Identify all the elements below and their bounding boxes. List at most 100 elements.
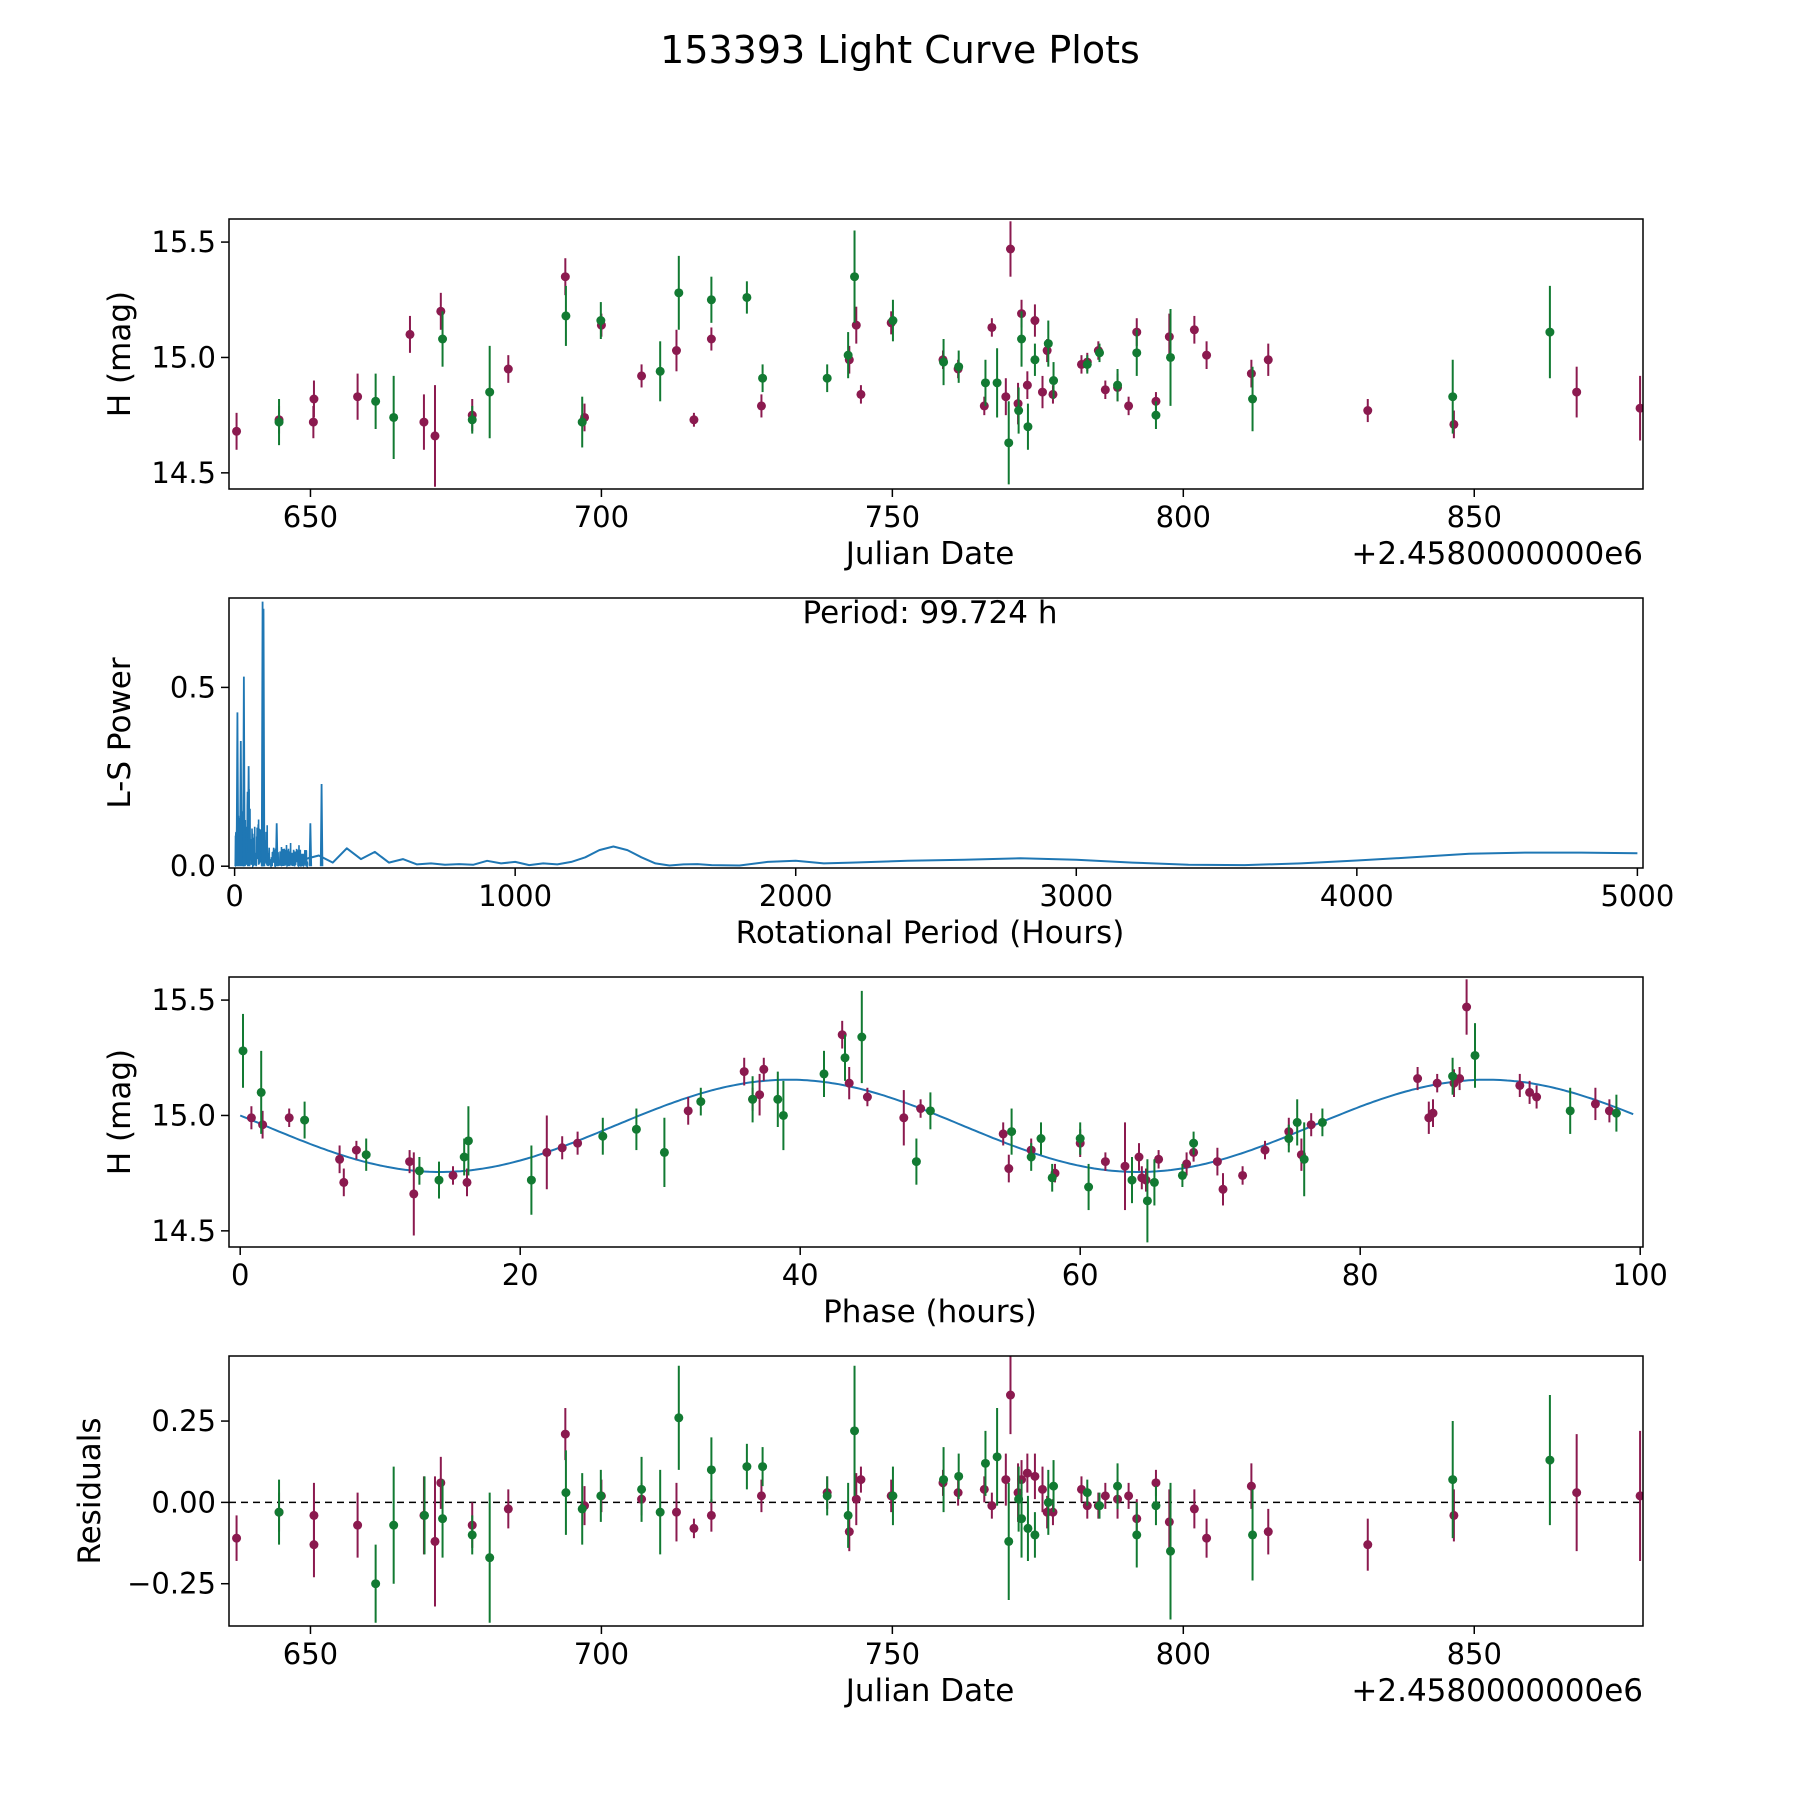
plot-area-periodogram (234, 601, 1638, 868)
x-tick-label: 650 (283, 500, 338, 534)
data-point (992, 378, 1002, 388)
data-point (557, 1143, 567, 1153)
series-g-band (274, 1365, 1555, 1623)
data-point (1449, 1510, 1459, 1520)
ls-power-peak (242, 676, 246, 867)
data-point (485, 387, 495, 397)
ls-power-peak (235, 712, 240, 867)
y-tick-label: 0.00 (151, 1485, 216, 1519)
data-point (274, 1507, 284, 1517)
data-point (361, 1150, 371, 1160)
panel-lightcurve: 650 700 750 800 850 14.5 15.0 15.5 Julian Date H … (102, 218, 1644, 572)
data-point (683, 1106, 693, 1116)
data-point (485, 1553, 495, 1563)
data-point (706, 1465, 716, 1475)
data-point (1164, 1517, 1174, 1527)
axes-frame (228, 218, 1644, 490)
sine-model-curve (239, 1078, 1634, 1173)
data-point (1007, 1127, 1017, 1137)
series-r-band (232, 1356, 1643, 1607)
data-point (1413, 1074, 1423, 1084)
data-point (1545, 327, 1555, 337)
data-point (1049, 1481, 1059, 1491)
data-point (631, 1124, 641, 1134)
data-point (438, 1514, 448, 1524)
data-point (339, 1177, 349, 1187)
data-point (353, 392, 363, 402)
y-axis-label: H (mag) (102, 291, 138, 417)
data-point (671, 346, 681, 356)
data-point (856, 389, 866, 399)
data-point (851, 1494, 861, 1504)
data-point (1432, 1078, 1442, 1088)
data-point (1151, 1501, 1161, 1511)
data-point (1014, 406, 1024, 416)
data-point (689, 415, 699, 425)
data-point (256, 1087, 266, 1097)
data-point (1263, 355, 1273, 365)
data-point (1166, 352, 1176, 362)
data-point (1004, 1536, 1014, 1546)
x-offset-label: +2.4580000000e6 (1351, 536, 1643, 572)
data-point (353, 1520, 363, 1530)
data-point (1246, 369, 1256, 379)
data-point (1005, 244, 1015, 254)
data-point (1470, 1050, 1480, 1060)
ls-power-peak (239, 741, 243, 867)
data-point (1151, 1478, 1161, 1488)
data-point (1363, 406, 1373, 416)
data-point (1611, 1108, 1621, 1118)
data-point (706, 334, 716, 344)
figure-title: 153393 Light Curve Plots (660, 28, 1140, 72)
data-point (655, 1507, 665, 1517)
x-tick-label: 850 (1447, 500, 1502, 534)
ls-power-peak (261, 608, 266, 867)
data-point (448, 1170, 458, 1180)
data-point (1604, 1106, 1614, 1116)
data-point (706, 295, 716, 305)
data-point (1084, 1182, 1094, 1192)
data-point (1448, 1071, 1458, 1081)
data-point (419, 417, 429, 427)
data-point (706, 1510, 716, 1520)
data-point (1292, 1117, 1302, 1127)
series-r-band (232, 221, 1643, 487)
data-point (526, 1175, 536, 1185)
data-point (756, 1491, 766, 1501)
data-point (1462, 1002, 1472, 1012)
data-point (1023, 1523, 1033, 1533)
x-tick-label: 60 (1062, 1258, 1099, 1292)
axes-frame (228, 1355, 1644, 1627)
x-tick-label: 4000 (1320, 879, 1394, 913)
data-point (351, 1145, 361, 1155)
data-point (459, 1152, 469, 1162)
data-point (1455, 1074, 1465, 1084)
data-point (274, 417, 284, 427)
data-point (436, 306, 446, 316)
data-point (463, 1136, 473, 1146)
data-point (438, 334, 448, 344)
data-point (1113, 1481, 1123, 1491)
ls-power-peak (308, 823, 313, 867)
y-tick-label: 0.0 (170, 849, 216, 883)
data-point (1095, 1501, 1105, 1511)
x-axis-label: Phase (hours) (823, 1294, 1037, 1330)
data-point (674, 288, 684, 298)
data-point (577, 417, 587, 427)
data-point (819, 1069, 829, 1079)
data-point (232, 426, 242, 436)
data-point (1100, 1491, 1110, 1501)
data-point (1095, 348, 1105, 358)
data-point (1142, 1196, 1152, 1206)
data-point (888, 316, 898, 326)
x-tick-label: 3000 (1039, 879, 1113, 913)
y-tick-label: 15.5 (151, 983, 216, 1017)
data-point (939, 1475, 949, 1485)
data-point (1082, 1488, 1092, 1498)
y-axis-label: H (mag) (102, 1049, 138, 1175)
x-tick-label: 2000 (759, 879, 833, 913)
data-point (1124, 401, 1134, 411)
series-g-band (274, 230, 1555, 485)
data-point (1565, 1106, 1575, 1116)
